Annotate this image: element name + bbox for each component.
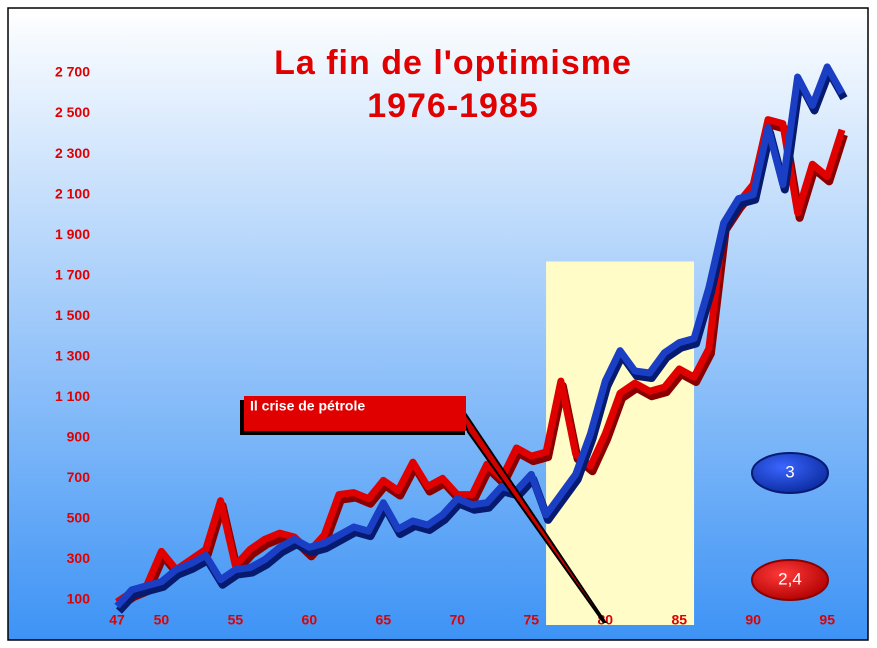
chart-title: La fin de l'optimisme xyxy=(274,44,632,82)
y-tick-label: 900 xyxy=(67,429,91,445)
legend-label: 2,4 xyxy=(778,569,802,588)
x-tick-label: 75 xyxy=(523,612,539,628)
y-tick-label: 1 900 xyxy=(55,226,90,242)
legend-badge xyxy=(751,559,829,601)
x-tick-label: 50 xyxy=(154,612,170,628)
x-tick-label: 55 xyxy=(228,612,244,628)
x-tick-label: 60 xyxy=(302,612,318,628)
x-tick-label: 90 xyxy=(745,612,761,628)
y-tick-label: 100 xyxy=(67,591,91,607)
y-tick-label: 700 xyxy=(67,469,91,485)
annotation-text: Il crise de pétrole xyxy=(250,398,365,414)
x-tick-label: 95 xyxy=(819,612,835,628)
x-tick-label: 70 xyxy=(450,612,466,628)
x-tick-label: 47 xyxy=(109,612,125,628)
y-tick-label: 500 xyxy=(67,510,91,526)
x-tick-label: 65 xyxy=(376,612,392,628)
x-tick-label: 85 xyxy=(671,612,687,628)
y-tick-label: 1 100 xyxy=(55,388,90,404)
annotation-box xyxy=(244,396,466,431)
y-tick-label: 2 100 xyxy=(55,185,90,201)
y-tick-label: 1 500 xyxy=(55,307,90,323)
chart-subtitle: 1976-1985 xyxy=(367,87,539,125)
y-tick-label: 2 300 xyxy=(55,145,90,161)
y-tick-label: 1 300 xyxy=(55,347,90,363)
y-tick-label: 300 xyxy=(67,550,91,566)
line xyxy=(114,63,846,609)
y-tick-label: 2 700 xyxy=(55,64,90,80)
legend-badge xyxy=(751,452,829,494)
y-tick-label: 1 700 xyxy=(55,266,90,282)
y-tick-label: 2 500 xyxy=(55,104,90,120)
legend-label: 3 xyxy=(785,462,794,481)
background xyxy=(7,7,869,641)
